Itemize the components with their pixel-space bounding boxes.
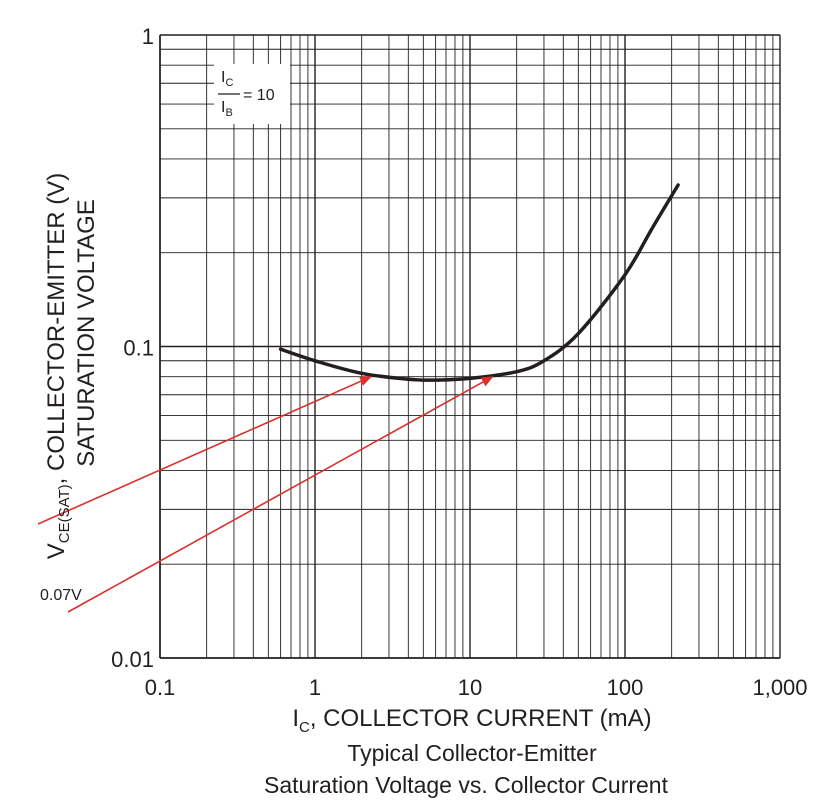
svg-text:IC: IC (221, 69, 233, 89)
condition-numerator: I (221, 69, 225, 86)
x-tick-label: 1 (309, 675, 321, 700)
y-tick-label: 0.01 (111, 647, 154, 672)
condition-denominator: I (221, 99, 225, 116)
condition-denominator-sub: B (225, 107, 232, 119)
y-axis-title-variable: VCE(SAT), COLLECTOR-EMITTER (V) (43, 173, 73, 559)
condition-value: = 10 (243, 87, 275, 104)
y-tick-label: 1 (142, 24, 154, 49)
y-tick-labels: 1 0.1 0.01 (111, 24, 154, 672)
condition-label: IC IB = 10 (214, 64, 290, 124)
x-tick-label: 1,000 (752, 675, 807, 700)
chart-caption-line1: Typical Collector-Emitter (347, 740, 597, 766)
y-axis-title: SATURATION VOLTAGE (73, 199, 100, 467)
x-tick-label: 0.1 (145, 675, 176, 700)
annotation-arrows (37, 375, 494, 613)
annotation-label: 0.07V (40, 587, 82, 604)
x-tick-label: 10 (458, 675, 482, 700)
chart-caption-line2: Saturation Voltage vs. Collector Current (264, 772, 669, 798)
x-tick-label: 100 (607, 675, 644, 700)
annotation-arrow (37, 375, 372, 525)
y-tick-label: 0.1 (123, 336, 154, 361)
plot-grid (159, 34, 781, 659)
condition-numerator-sub: C (225, 77, 233, 89)
x-tick-labels: 0.1 1 10 100 1,000 (145, 675, 808, 700)
x-axis-title: IC, COLLECTOR CURRENT (mA) (292, 705, 651, 736)
svg-text:IB: IB (221, 99, 233, 119)
data-line (278, 183, 680, 382)
annotation-arrow (67, 375, 494, 613)
